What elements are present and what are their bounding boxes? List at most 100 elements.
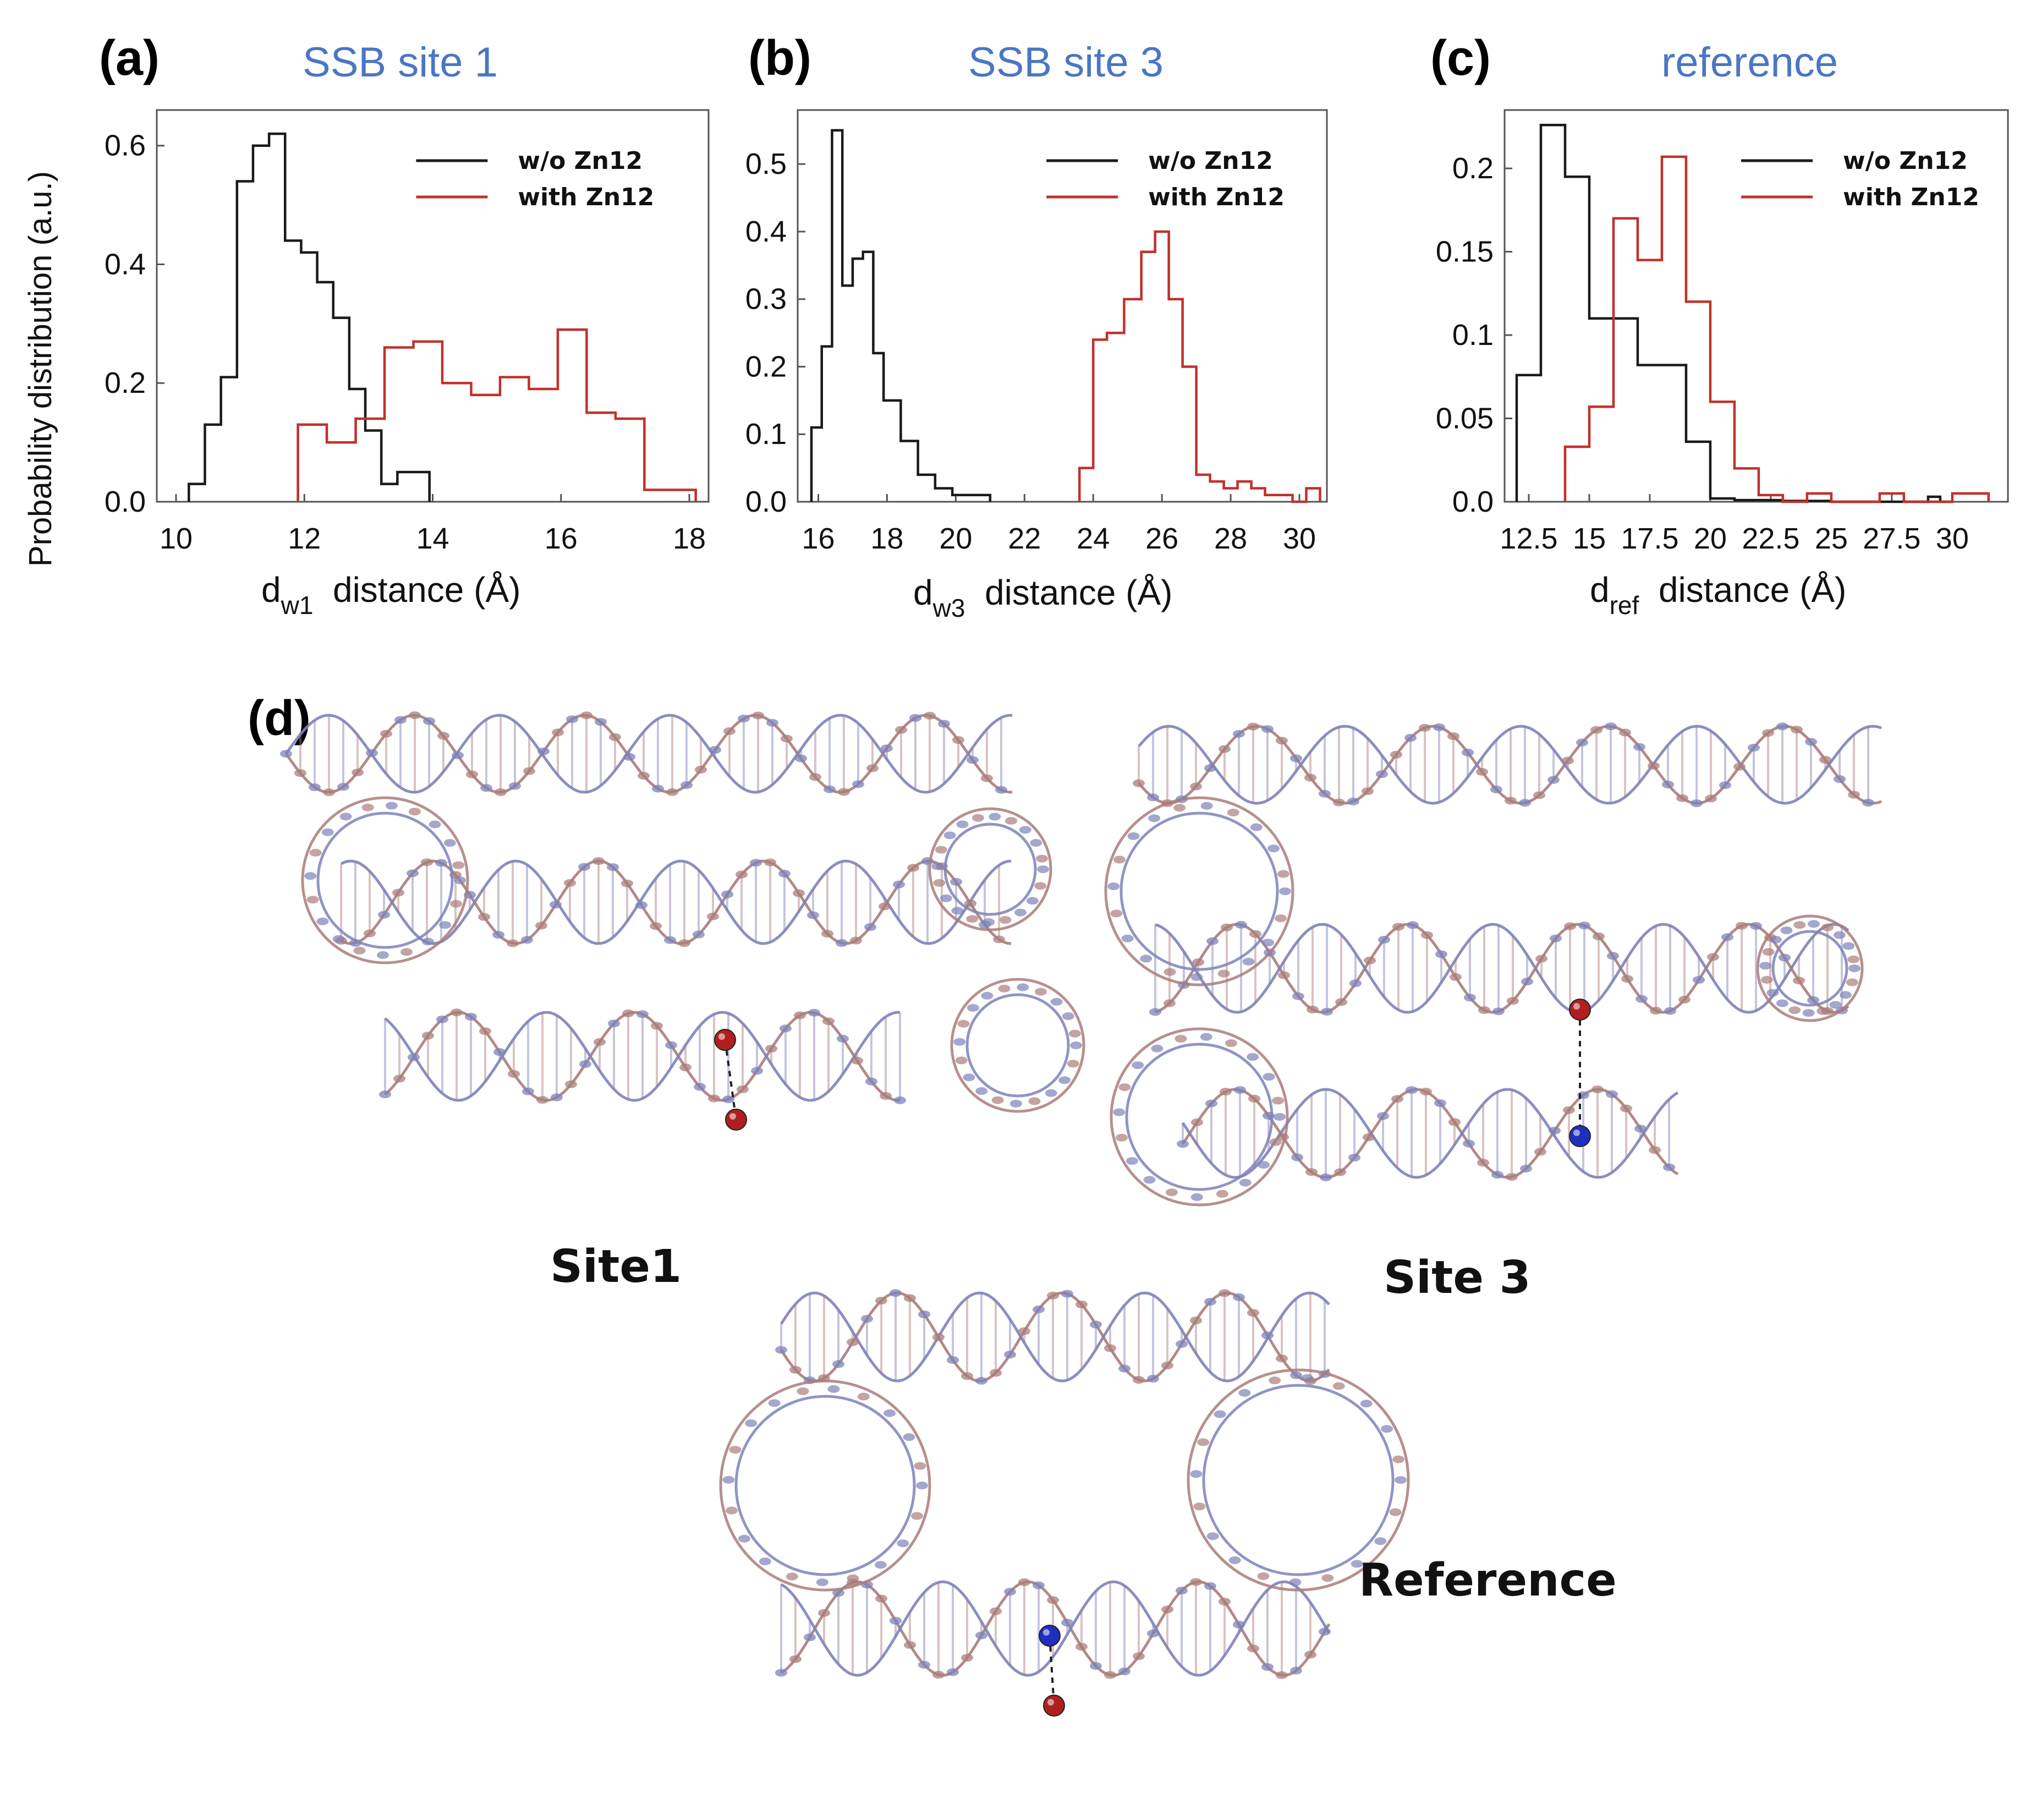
dna-base (509, 782, 521, 790)
dna-base (1636, 995, 1648, 1003)
dna-base (379, 1090, 391, 1099)
dna-base (1018, 1578, 1030, 1586)
dna-base (493, 1048, 506, 1056)
dna-base (552, 728, 564, 737)
dna-base (722, 1095, 734, 1104)
dna-base (1190, 1193, 1203, 1201)
dna-base (1290, 1371, 1302, 1379)
dna-base (664, 936, 676, 944)
dna-base (1391, 1095, 1403, 1103)
dna-base (1036, 854, 1048, 863)
dna-base (1258, 1161, 1270, 1169)
dna-base (1140, 955, 1153, 963)
dna-base (1067, 1060, 1079, 1068)
dna-base (1721, 933, 1733, 941)
dna-base (1374, 1537, 1387, 1545)
dna-base (1238, 1389, 1251, 1397)
dna-base (807, 911, 819, 919)
dna-base (1234, 1086, 1246, 1094)
dna-base (1862, 799, 1874, 807)
dna-base (1333, 798, 1345, 807)
dna-base (1332, 1382, 1345, 1390)
dna-base (1321, 1007, 1333, 1016)
dna-base (521, 936, 533, 944)
dna-base (1247, 722, 1259, 731)
dna-base (1278, 971, 1290, 979)
dna-base (1321, 1574, 1334, 1582)
dna-base (1462, 748, 1474, 756)
dna-base (1277, 870, 1289, 878)
dna-base (1407, 921, 1419, 929)
dna-base (1058, 1076, 1071, 1084)
dna-turn (1104, 796, 1294, 986)
dna-base (537, 747, 550, 755)
dna-base (943, 831, 956, 840)
dna-base (1301, 1374, 1314, 1382)
dna-base (1420, 1088, 1432, 1096)
dna-base (1133, 1376, 1145, 1384)
dna-base (1521, 978, 1533, 986)
dna-base (1028, 1097, 1041, 1105)
dna-base (1027, 897, 1039, 905)
dna-base (1005, 816, 1018, 825)
dna-base (451, 1008, 463, 1017)
dna-base (436, 1015, 448, 1023)
panel-b-xlabel-sub: w3 (932, 594, 965, 622)
dna-base (1491, 1171, 1503, 1179)
dna-base (975, 1377, 987, 1385)
dna-base (495, 788, 507, 796)
dna-base (1633, 743, 1645, 751)
dna-base (535, 922, 547, 930)
x-tick-label: 15 (1573, 522, 1606, 555)
x-tick-label: 24 (1077, 522, 1110, 555)
x-tick-label: 25 (1815, 522, 1848, 555)
x-tick-label: 12 (288, 522, 321, 555)
dna-base (393, 1075, 405, 1083)
reference-structure (719, 1289, 1410, 1717)
dna-base (933, 879, 946, 887)
dna-base (989, 813, 1001, 821)
dna-base (1506, 1173, 1518, 1181)
panel-d-letter: (d) (248, 691, 311, 746)
dna-base (1793, 921, 1806, 929)
y-tick-label: 0.0 (745, 485, 787, 518)
dna-base (1648, 762, 1660, 770)
dna-base (951, 907, 964, 915)
legend-entry: with Zn12 (1843, 183, 1979, 211)
dna-base (523, 767, 535, 775)
panel-b-xlabel-rest: distance (Å) (984, 573, 1173, 612)
dna-turn (965, 993, 1070, 1098)
x-tick-label: 22 (1008, 522, 1041, 555)
dna-base (1176, 1587, 1188, 1594)
dna-base (1004, 1588, 1016, 1596)
panel-c-xlabel: dref distance (Å) (1590, 569, 1846, 620)
dna-base (981, 991, 994, 1000)
dna-base (956, 820, 969, 829)
marker-bead (1569, 999, 1591, 1021)
dna-base (1576, 738, 1588, 747)
dna-base (961, 1654, 973, 1662)
dna-base (967, 756, 979, 764)
dna-base (1247, 1309, 1259, 1317)
series-without-zn12-line (188, 132, 431, 502)
dna-base (1478, 1006, 1490, 1014)
x-tick-label: 18 (870, 522, 903, 555)
dna-base (566, 715, 578, 723)
dna-base (309, 783, 321, 791)
dna-base (666, 788, 678, 796)
dna-base (564, 879, 576, 887)
dna-base (1847, 955, 1860, 963)
dna-base (1161, 1361, 1173, 1369)
dna-base (972, 814, 984, 822)
dna-base (918, 1660, 930, 1669)
dna-base (465, 1013, 477, 1021)
dna-base (1519, 799, 1531, 807)
dna-backbone (340, 859, 1012, 945)
dna-base (377, 951, 389, 959)
dna-base (981, 774, 993, 782)
panel-a-xlabel-sub: w1 (281, 591, 314, 620)
dna-base (1349, 979, 1362, 988)
dna-base (665, 1041, 677, 1049)
dna-base (1691, 799, 1703, 807)
dna-base (952, 736, 964, 744)
